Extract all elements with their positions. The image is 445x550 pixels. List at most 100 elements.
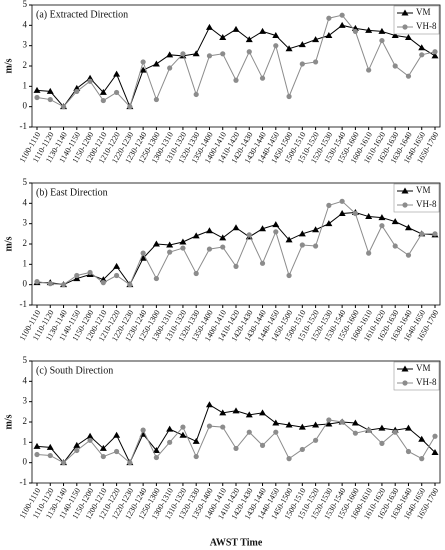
marker — [392, 429, 398, 435]
marker — [298, 230, 306, 237]
marker — [193, 453, 199, 460]
legend-label: VH-8 — [416, 377, 437, 387]
y-tick-label: 3 — [23, 40, 28, 50]
marker — [206, 246, 213, 252]
marker — [127, 460, 133, 466]
y-tick-label: 1 — [23, 80, 28, 90]
marker — [351, 419, 359, 426]
marker — [272, 221, 280, 228]
series-line — [36, 24, 436, 109]
marker — [273, 429, 279, 435]
marker — [140, 59, 146, 65]
marker — [233, 445, 239, 452]
y-tick-label: 4 — [23, 375, 28, 385]
marker — [114, 272, 120, 279]
y-tick-label: 0 — [23, 101, 28, 111]
marker — [259, 75, 266, 81]
marker — [113, 431, 121, 438]
marker — [205, 227, 213, 234]
y-tick-label: 5 — [23, 355, 28, 365]
marker — [166, 425, 174, 432]
marker — [140, 250, 146, 256]
marker — [431, 449, 439, 455]
y-axis-label: m/s — [3, 414, 14, 429]
marker — [152, 240, 160, 247]
marker — [233, 263, 239, 269]
x-axis-label: AWST Time — [210, 537, 263, 548]
marker — [220, 424, 226, 430]
marker — [299, 446, 305, 453]
y-tick-label: -1 — [20, 299, 28, 309]
marker — [259, 409, 267, 416]
series-line — [36, 200, 435, 286]
marker — [326, 417, 332, 423]
marker — [73, 84, 81, 91]
legend-label: VH-8 — [416, 21, 437, 31]
marker — [180, 51, 186, 57]
marker — [219, 34, 227, 41]
marker — [153, 96, 159, 103]
marker — [401, 187, 409, 194]
marker — [312, 36, 320, 43]
marker — [378, 214, 386, 221]
marker — [34, 279, 40, 285]
marker — [378, 27, 386, 34]
marker — [139, 254, 147, 261]
series-line — [36, 403, 436, 464]
marker — [192, 437, 200, 444]
y-tick-label: 1 — [23, 258, 28, 268]
marker — [193, 91, 199, 98]
y-tick-label: 1 — [23, 436, 28, 446]
legend-label: VH-8 — [416, 199, 437, 209]
marker — [286, 93, 292, 100]
marker — [114, 89, 120, 96]
marker — [233, 77, 239, 83]
marker — [179, 238, 187, 245]
marker — [339, 198, 345, 204]
marker — [87, 437, 93, 443]
marker — [73, 441, 81, 448]
marker — [366, 67, 372, 73]
marker — [366, 250, 372, 256]
marker — [338, 21, 346, 28]
marker — [326, 202, 332, 208]
marker — [339, 12, 345, 18]
marker — [401, 9, 409, 16]
marker — [312, 421, 320, 428]
marker — [87, 78, 93, 84]
marker — [205, 401, 213, 408]
marker — [47, 281, 53, 287]
marker — [431, 52, 439, 59]
y-tick-label: 0 — [23, 457, 28, 467]
marker — [285, 421, 293, 428]
marker — [404, 424, 412, 431]
y-tick-label: 3 — [23, 396, 28, 406]
marker — [273, 229, 279, 235]
y-tick-label: 2 — [23, 60, 28, 70]
marker — [86, 432, 94, 439]
marker — [245, 36, 253, 43]
marker — [246, 232, 252, 238]
y-tick-label: 5 — [23, 177, 28, 187]
marker — [167, 249, 173, 255]
y-tick-label: 3 — [23, 218, 28, 228]
marker — [365, 213, 373, 220]
y-axis-label: m/s — [3, 236, 14, 251]
marker — [401, 365, 409, 372]
y-tick-label: 4 — [23, 19, 28, 29]
marker — [114, 448, 120, 455]
marker — [404, 34, 412, 41]
marker — [153, 275, 159, 282]
marker — [60, 460, 67, 466]
y-tick-label: 2 — [23, 416, 28, 426]
marker — [391, 32, 399, 38]
marker — [219, 234, 227, 241]
marker — [74, 447, 80, 454]
marker — [405, 73, 412, 79]
marker — [419, 52, 425, 58]
marker — [259, 225, 267, 232]
marker — [167, 439, 173, 445]
marker — [419, 456, 425, 462]
marker — [339, 419, 345, 425]
legend-box — [393, 183, 440, 213]
